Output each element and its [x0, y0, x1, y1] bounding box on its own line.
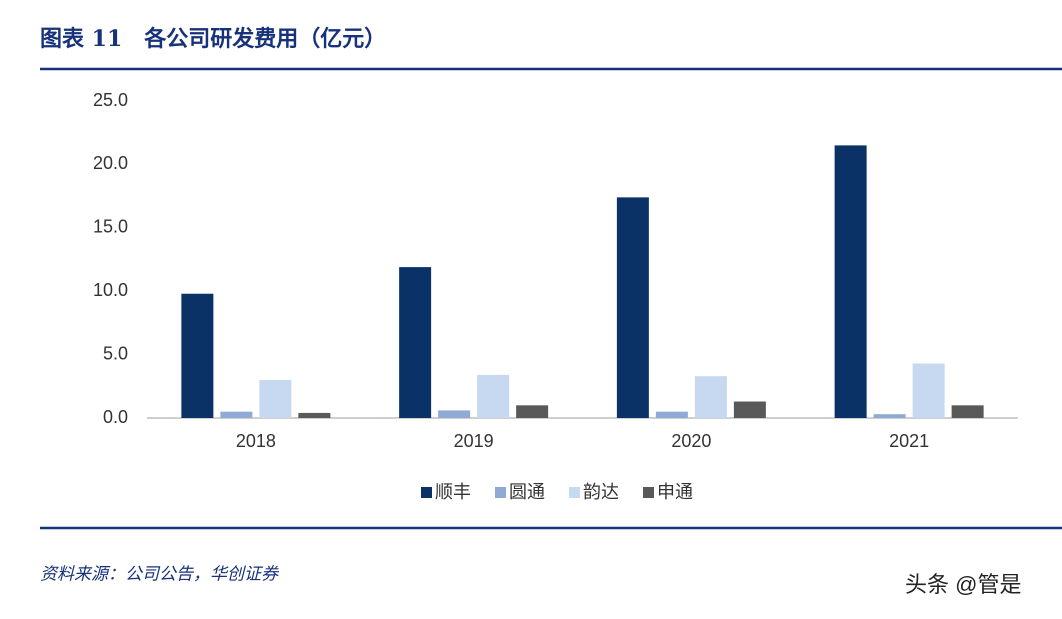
x-tick-label: 2021 — [889, 431, 929, 451]
bar — [912, 363, 945, 418]
legend-swatch — [569, 487, 580, 498]
bar — [438, 410, 471, 418]
watermark: 头条 @管是 — [905, 572, 1021, 597]
legend-swatch — [643, 487, 654, 498]
bar — [220, 411, 253, 418]
y-tick-label: 25.0 — [93, 90, 128, 110]
bar — [733, 401, 766, 418]
bar — [477, 374, 510, 418]
bar — [694, 376, 727, 418]
bar — [834, 145, 867, 418]
y-tick-label: 20.0 — [93, 153, 128, 173]
x-tick-label: 2019 — [454, 431, 494, 451]
source-note: 资料来源：公司公告，华创证券 — [40, 565, 280, 585]
legend-label: 圆通 — [509, 482, 545, 502]
legend-label: 申通 — [657, 482, 693, 502]
legend-swatch — [421, 487, 432, 498]
legend-label: 顺丰 — [435, 482, 471, 502]
bar — [298, 412, 331, 418]
y-tick-label: 10.0 — [93, 280, 128, 300]
x-tick-label: 2018 — [236, 431, 276, 451]
bar — [259, 379, 292, 418]
bar — [655, 411, 688, 418]
x-tick-label: 2020 — [671, 431, 711, 451]
bar — [399, 267, 432, 418]
bar — [181, 293, 214, 418]
y-tick-label: 0.0 — [103, 407, 128, 427]
bar — [616, 197, 649, 418]
chart-title: 图表 11 各公司研发费用（亿元） — [40, 26, 386, 52]
y-tick-label: 5.0 — [103, 343, 128, 363]
bar — [516, 405, 549, 418]
legend-swatch — [495, 487, 506, 498]
legend-label: 韵达 — [583, 482, 619, 502]
bar — [951, 405, 984, 418]
bar — [873, 414, 906, 418]
y-tick-label: 15.0 — [93, 217, 128, 237]
